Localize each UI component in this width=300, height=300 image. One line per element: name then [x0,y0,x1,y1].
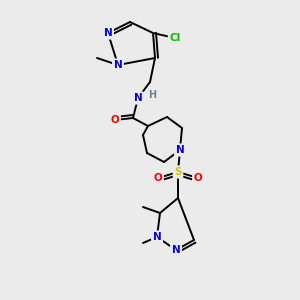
Text: S: S [174,167,182,177]
Text: H: H [148,90,156,100]
Text: O: O [111,115,119,125]
Text: N: N [176,145,184,155]
Text: N: N [153,232,161,242]
Text: O: O [194,173,202,183]
Text: N: N [114,60,122,70]
Text: N: N [134,93,142,103]
Text: O: O [154,173,162,183]
Text: N: N [103,28,112,38]
Text: N: N [172,245,180,255]
Text: Cl: Cl [169,33,181,43]
